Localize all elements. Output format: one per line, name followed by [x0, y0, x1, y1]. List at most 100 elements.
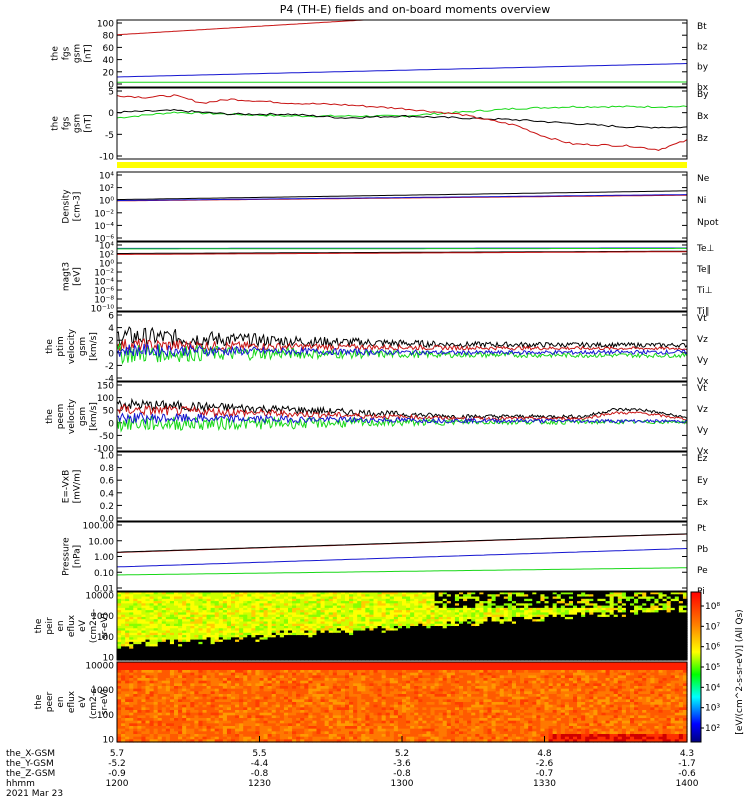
heatmap-cell [511, 596, 517, 600]
heatmap-cell [121, 614, 126, 618]
heatmap-cell [292, 650, 297, 654]
heatmap-cell [141, 734, 147, 738]
heatmap-cell [397, 632, 403, 636]
heatmap-cell [589, 592, 594, 595]
heatmap-cell [678, 603, 684, 607]
heatmap-cell [471, 653, 476, 657]
heatmap-cell [296, 603, 301, 607]
heatmap-cell [320, 621, 326, 625]
heatmap-cell [406, 592, 411, 595]
legend-label: bz [697, 42, 708, 52]
heatmap-cell [634, 646, 639, 650]
heatmap-cell [259, 639, 265, 643]
heatmap-cell [312, 644, 318, 647]
heatmap-cell [577, 619, 582, 623]
heatmap-cell [340, 605, 346, 609]
heatmap-cell [149, 739, 155, 743]
heatmap-cell [251, 632, 257, 636]
heatmap-cell [121, 662, 126, 666]
heatmap-cell [617, 646, 623, 650]
heatmap-cell [568, 639, 574, 643]
heatmap-cell [467, 612, 472, 616]
heatmap-cell [324, 653, 330, 657]
heatmap-cell [332, 614, 338, 618]
heatmap-cell [495, 612, 501, 616]
heatmap-cell [214, 616, 220, 620]
heatmap-cell [137, 696, 143, 700]
legend-label: bx [697, 83, 709, 93]
heatmap-cell [336, 616, 342, 620]
heatmap-cell [157, 601, 163, 604]
heatmap-cell [605, 626, 611, 629]
heatmap-cell [300, 607, 305, 611]
heatmap-cell [210, 605, 216, 609]
heatmap-cell [165, 641, 171, 645]
heatmap-cell [638, 596, 643, 600]
heatmap-cell [340, 601, 346, 604]
heatmap-cell [133, 702, 138, 706]
heatmap-cell [141, 710, 147, 714]
heatmap-cell [670, 626, 676, 629]
heatmap-cell [426, 594, 432, 598]
heatmap-cell [389, 612, 395, 616]
heatmap-cell [129, 594, 134, 598]
heatmap-cell [296, 630, 301, 634]
heatmap-cell [190, 623, 195, 627]
heatmap-cell [259, 616, 265, 620]
heatmap-cell [397, 594, 403, 598]
heatmap-cell [556, 646, 562, 650]
heatmap-cell [186, 592, 191, 595]
heatmap-cell [283, 603, 289, 607]
heatmap-cell [528, 612, 533, 616]
heatmap-cell [161, 637, 167, 641]
heatmap-cell [638, 637, 643, 641]
heatmap-cell [528, 598, 533, 602]
heatmap-cell [625, 592, 631, 595]
heatmap-cell [279, 610, 285, 613]
heatmap-cell [369, 635, 375, 638]
heatmap-cell [540, 612, 546, 616]
heatmap-cell [239, 657, 244, 661]
heatmap-cell [129, 614, 134, 618]
heatmap-cell [178, 678, 183, 682]
heatmap-cell [589, 648, 594, 652]
heatmap-cell [340, 616, 346, 620]
heatmap-cell [296, 648, 301, 652]
heatmap-cell [316, 623, 322, 627]
heatmap-cell [393, 653, 399, 657]
heatmap-cell [361, 621, 366, 625]
heatmap-cell [251, 592, 257, 595]
heatmap-cell [463, 616, 468, 620]
heatmap-cell [609, 612, 615, 616]
heatmap-cell [556, 621, 562, 625]
heatmap-cell [630, 616, 635, 620]
heatmap-cell [467, 603, 472, 607]
heatmap-cell [524, 628, 529, 632]
heatmap-cell [190, 596, 195, 600]
heatmap-cell [141, 630, 147, 634]
heatmap-cell [450, 623, 456, 627]
heatmap-cell [381, 607, 387, 611]
heatmap-cell [446, 628, 452, 632]
heatmap-cell [406, 616, 411, 620]
heatmap-cell [125, 644, 130, 647]
heatmap-cell [157, 648, 163, 652]
heatmap-cell [625, 612, 631, 616]
heatmap-cell [145, 688, 151, 692]
heatmap-cell [267, 641, 273, 645]
heatmap-cell [418, 612, 423, 616]
heatmap-cell [226, 646, 232, 650]
heatmap-cell [263, 630, 269, 634]
heatmap-cell [239, 646, 244, 650]
heatmap-cell [320, 657, 326, 661]
heatmap-cell [467, 619, 472, 623]
heatmap-cell [422, 646, 428, 650]
heatmap-cell [316, 648, 322, 652]
heatmap-cell [133, 723, 138, 727]
heatmap-cell [597, 603, 603, 607]
heatmap-cell [279, 641, 285, 645]
heatmap-cell [267, 603, 273, 607]
heatmap-cell [312, 655, 318, 659]
heatmap-cell [377, 646, 383, 650]
heatmap-cell [499, 653, 505, 657]
